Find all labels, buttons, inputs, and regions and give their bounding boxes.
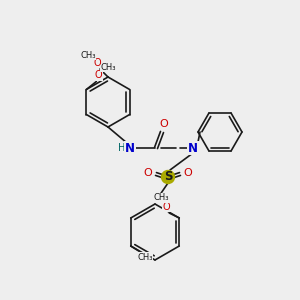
Text: O: O xyxy=(160,119,168,129)
Text: N: N xyxy=(188,142,198,154)
Text: O: O xyxy=(184,168,192,178)
Text: N: N xyxy=(125,142,135,154)
Text: H: H xyxy=(118,143,126,153)
Text: CH₃: CH₃ xyxy=(137,253,152,262)
Text: O: O xyxy=(162,202,170,212)
Text: CH₃: CH₃ xyxy=(100,63,116,72)
Text: S: S xyxy=(164,170,172,184)
Text: O: O xyxy=(94,70,102,80)
Text: O: O xyxy=(93,58,101,68)
Text: O: O xyxy=(144,168,152,178)
Circle shape xyxy=(161,170,175,184)
Text: CH₃: CH₃ xyxy=(80,50,96,59)
Text: CH₃: CH₃ xyxy=(154,194,169,202)
